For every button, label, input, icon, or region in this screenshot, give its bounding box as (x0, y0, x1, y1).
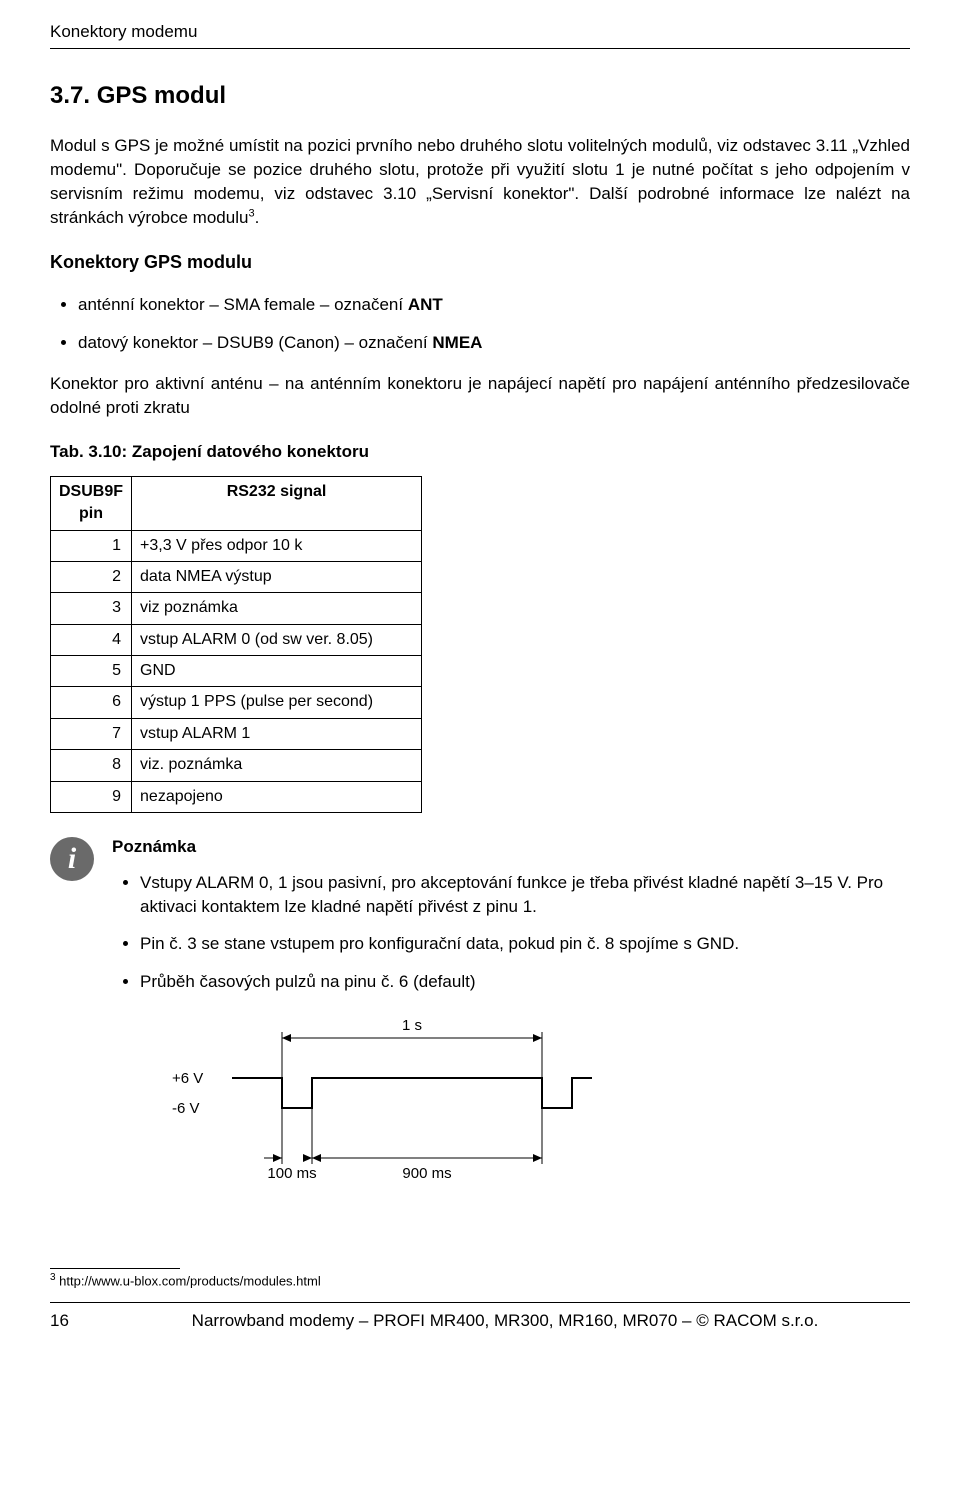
table-caption: Tab. 3.10: Zapojení datového konektoru (50, 440, 910, 464)
connectors-list: anténní konektor – SMA female – označení… (50, 293, 910, 355)
intro-text-a: Modul s GPS je možné umístit na pozici p… (50, 136, 910, 226)
table-cell-signal: nezapojeno (132, 781, 422, 812)
table-cell-pin: 5 (51, 656, 132, 687)
table-cell-pin: 4 (51, 624, 132, 655)
header-rule (50, 48, 910, 49)
intro-text-b: . (255, 208, 260, 227)
table-cell-signal: GND (132, 656, 422, 687)
table-cell-signal: výstup 1 PPS (pulse per second) (132, 687, 422, 718)
table-row: 1+3,3 V přes odpor 10 k (51, 530, 422, 561)
table-body: 1+3,3 V přes odpor 10 k2data NMEA výstup… (51, 530, 422, 813)
note-title: Poznámka (112, 835, 910, 859)
table-header-pin: DSUB9F pin (51, 476, 132, 530)
pin-table: DSUB9F pin RS232 signal 1+3,3 V přes odp… (50, 476, 422, 813)
note-item: Průběh časových pulzů na pinu č. 6 (defa… (140, 970, 910, 994)
list-item: anténní konektor – SMA female – označení… (78, 293, 910, 317)
info-icon: i (50, 837, 94, 881)
footnote-rule (50, 1268, 180, 1269)
table-cell-signal: viz poznámka (132, 593, 422, 624)
footnote-text: http://www.u-blox.com/products/modules.h… (56, 1273, 321, 1288)
list-item-text: datový konektor – DSUB9 (Canon) – označe… (78, 333, 432, 352)
list-item-text: anténní konektor – SMA female – označení (78, 295, 408, 314)
table-header-signal: RS232 signal (132, 476, 422, 530)
table-cell-pin: 7 (51, 718, 132, 749)
table-row: 9nezapojeno (51, 781, 422, 812)
table-cell-signal: data NMEA výstup (132, 561, 422, 592)
table-row: 3viz poznámka (51, 593, 422, 624)
svg-text:1 s: 1 s (402, 1017, 422, 1034)
page-header-title: Konektory modemu (50, 20, 910, 44)
timing-diagram-svg: 1 s 100 ms 900 ms +6 V -6 V (162, 1008, 592, 1183)
section-title: GPS modul (97, 82, 226, 109)
footnote: 3 http://www.u-blox.com/products/modules… (50, 1271, 910, 1291)
list-item-bold: NMEA (432, 333, 482, 352)
table-cell-pin: 6 (51, 687, 132, 718)
note-content: Poznámka Vstupy ALARM 0, 1 jsou pasivní,… (112, 835, 910, 1260)
svg-text:-6 V: -6 V (172, 1100, 200, 1117)
section-heading: 3.7. GPS modul (50, 79, 910, 113)
table-cell-pin: 2 (51, 561, 132, 592)
table-row: 4vstup ALARM 0 (od sw ver. 8.05) (51, 624, 422, 655)
table-row: 7vstup ALARM 1 (51, 718, 422, 749)
table-row: 5GND (51, 656, 422, 687)
section-number: 3.7. (50, 82, 90, 109)
table-cell-pin: 1 (51, 530, 132, 561)
connectors-heading: Konektory GPS modulu (50, 250, 910, 275)
svg-text:+6 V: +6 V (172, 1070, 203, 1087)
footer: 16 Narrowband modemy – PROFI MR400, MR30… (50, 1309, 910, 1333)
table-cell-pin: 9 (51, 781, 132, 812)
table-cell-signal: viz. poznámka (132, 750, 422, 781)
table-cell-pin: 3 (51, 593, 132, 624)
svg-text:100 ms: 100 ms (267, 1165, 316, 1182)
table-row: 6výstup 1 PPS (pulse per second) (51, 687, 422, 718)
table-cell-signal: vstup ALARM 1 (132, 718, 422, 749)
svg-text:900 ms: 900 ms (402, 1165, 451, 1182)
table-row: 2data NMEA výstup (51, 561, 422, 592)
note-block: i Poznámka Vstupy ALARM 0, 1 jsou pasivn… (50, 835, 910, 1260)
list-item: datový konektor – DSUB9 (Canon) – označe… (78, 331, 910, 355)
note-list: Vstupy ALARM 0, 1 jsou pasivní, pro akce… (112, 871, 910, 994)
table-cell-signal: vstup ALARM 0 (od sw ver. 8.05) (132, 624, 422, 655)
footer-center-text: Narrowband modemy – PROFI MR400, MR300, … (100, 1309, 910, 1333)
footer-rule (50, 1302, 910, 1303)
timing-diagram: 1 s 100 ms 900 ms +6 V -6 V (162, 1008, 910, 1190)
list-item-bold: ANT (408, 295, 443, 314)
intro-paragraph: Modul s GPS je možné umístit na pozici p… (50, 134, 910, 229)
note-item: Vstupy ALARM 0, 1 jsou pasivní, pro akce… (140, 871, 910, 919)
connectors-paragraph: Konektor pro aktivní anténu – na anténní… (50, 372, 910, 420)
footer-page-number: 16 (50, 1309, 100, 1333)
table-cell-signal: +3,3 V přes odpor 10 k (132, 530, 422, 561)
table-cell-pin: 8 (51, 750, 132, 781)
note-item: Pin č. 3 se stane vstupem pro konfigurač… (140, 932, 910, 956)
table-row: 8viz. poznámka (51, 750, 422, 781)
